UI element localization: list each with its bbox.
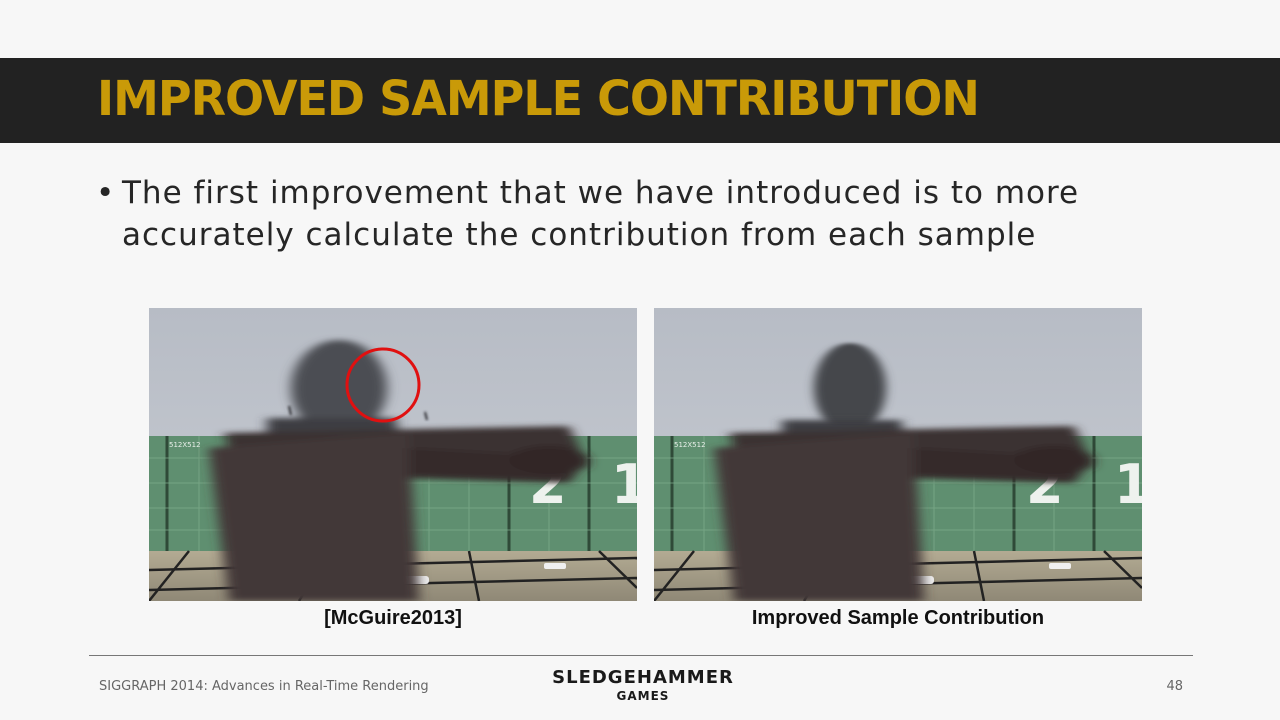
wall-number-1: 1 <box>611 453 637 516</box>
bullet-text: The first improvement that we have intro… <box>122 175 1080 253</box>
comparison-image-mcguire: 512X512 2 1 <box>149 308 637 601</box>
logo-line-1: SLEDGEHAMMER <box>552 667 734 688</box>
wall-number-1: 1 <box>1114 453 1142 516</box>
footer-divider <box>89 655 1193 656</box>
logo-line-2: GAMES <box>616 689 670 703</box>
footer-conference: SIGGRAPH 2014: Advances in Real-Time Ren… <box>99 679 429 694</box>
wall-label: 512X512 <box>674 441 706 449</box>
comparison-image-improved: 512X512 2 1 <box>654 308 1142 601</box>
page-number: 48 <box>1166 679 1183 694</box>
highlight-circle <box>345 347 421 423</box>
caption-improved: Improved Sample Contribution <box>751 607 1045 629</box>
title-band <box>0 58 1280 143</box>
wall-label: 512X512 <box>169 441 201 449</box>
slide-title: IMPROVED SAMPLE CONTRIBUTION <box>97 70 980 127</box>
sledgehammer-logo: SLEDGEHAMMER GAMES <box>543 668 743 704</box>
bullet-dot: • <box>96 175 116 211</box>
caption-mcguire: [McGuire2013] <box>324 607 462 629</box>
